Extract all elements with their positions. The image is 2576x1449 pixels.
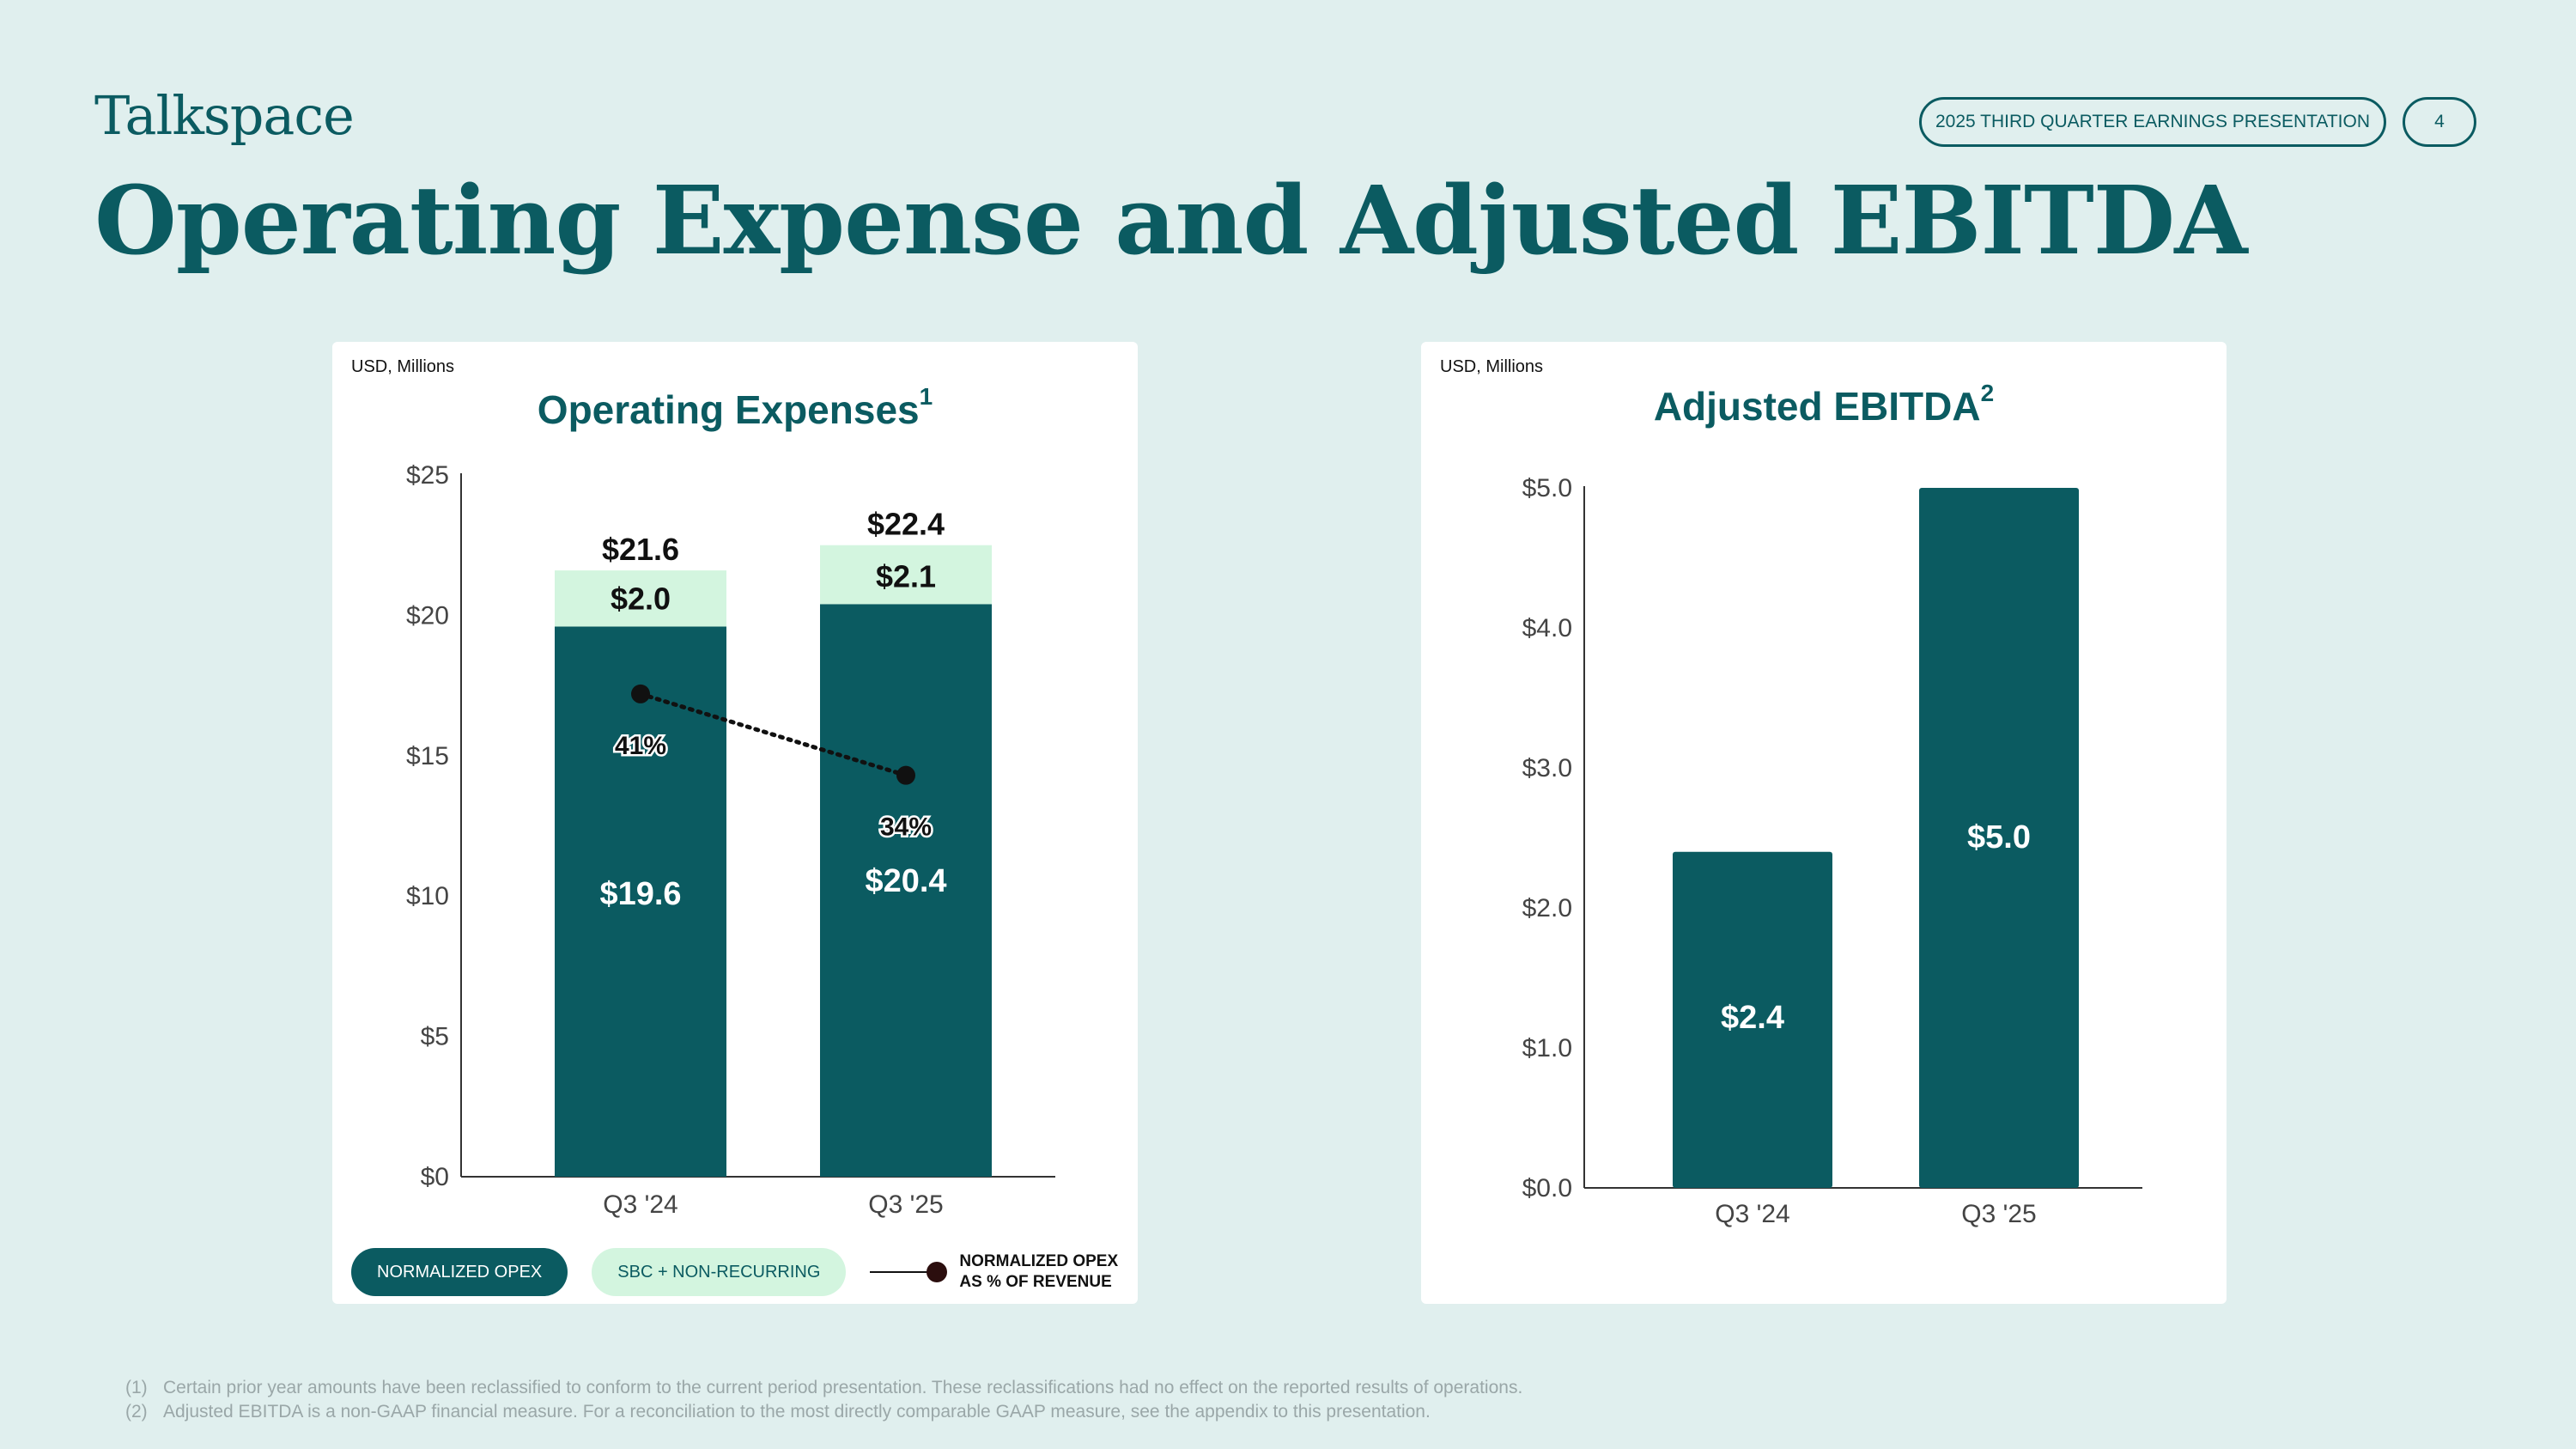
footnotes: (1) Certain prior year amounts have been … xyxy=(125,1376,1522,1424)
opex-title-footnote: 1 xyxy=(919,383,933,410)
page-number: 4 xyxy=(2403,97,2476,147)
legend-line-label-2: AS % OF REVENUE xyxy=(959,1273,1112,1291)
footnote-2-num: (2) xyxy=(125,1402,148,1422)
opex-chart: $0 $5 $10 $15 $20 $25 $2.0 $21.6 $19.6 Q3 '24 $2.1… xyxy=(406,461,1055,1219)
adjusted-ebitda-card: USD, Millions Adjusted EBITDA2 $0.0 $1.0 $… xyxy=(1421,342,2227,1304)
opex-y-tick-label: $25 xyxy=(406,461,449,490)
opex-pct-revenue-label: 41% xyxy=(615,732,666,760)
footnote-1-num: (1) xyxy=(125,1378,148,1397)
opex-bar-normalized xyxy=(555,626,726,1177)
ebitda-y-tick-label: $5.0 xyxy=(1522,474,1572,502)
footnote-2-text: Adjusted EBITDA is a non-GAAP financial … xyxy=(163,1402,1431,1422)
legend-sbc-non-recurring: SBC + NON-RECURRING xyxy=(592,1248,847,1296)
footnote-2: (2) Adjusted EBITDA is a non-GAAP financi… xyxy=(125,1400,1522,1424)
opex-bar-sbc xyxy=(820,545,992,605)
ebitda-y-tick-label: $4.0 xyxy=(1522,614,1572,642)
opex-y-tick-label: $0 xyxy=(421,1163,449,1191)
ebitda-bar xyxy=(1673,851,1832,1188)
legend-line-marker-icon xyxy=(870,1262,948,1282)
opex-sbc-value-label: $2.1 xyxy=(876,558,936,594)
page-title: Operating Expense and Adjusted EBITDA xyxy=(94,165,2248,276)
ebitda-chart-title: Adjusted EBITDA2 xyxy=(1421,380,2227,429)
opex-y-tick-label: $5 xyxy=(421,1023,449,1051)
ebitda-y-tick-label: $0.0 xyxy=(1522,1174,1572,1202)
opex-y-tick-label: $20 xyxy=(406,601,449,630)
opex-pct-revenue-label: 34% xyxy=(880,813,932,842)
opex-title-text: Operating Expenses xyxy=(537,387,920,432)
ebitda-y-tick-label: $3.0 xyxy=(1522,754,1572,782)
opex-normalized-value-label: $19.6 xyxy=(599,876,681,912)
talkspace-logo: Talkspace xyxy=(94,84,355,147)
opex-normalized-value-label: $20.4 xyxy=(865,863,946,899)
opex-pct-revenue-line xyxy=(638,691,908,778)
footnote-1-text: Certain prior year amounts have been rec… xyxy=(163,1378,1523,1397)
ebitda-value-label: $5.0 xyxy=(1967,819,2031,855)
ebitda-title-footnote: 2 xyxy=(1980,380,1995,406)
opex-x-tick-label: Q3 '25 xyxy=(868,1190,943,1219)
ebitda-y-tick-label: $1.0 xyxy=(1522,1034,1572,1062)
footnote-1: (1) Certain prior year amounts have been … xyxy=(125,1376,1522,1400)
presentation-label: 2025 THIRD QUARTER EARNINGS PRESENTATION xyxy=(1919,97,2386,147)
ebitda-x-tick-label: Q3 '24 xyxy=(1715,1200,1789,1228)
legend-line-label-1: NORMALIZED OPEX xyxy=(959,1252,1119,1270)
ebitda-title-text: Adjusted EBITDA xyxy=(1653,384,1981,429)
operating-expenses-card: USD, Millions Operating Expenses1 $0 $5 $1… xyxy=(332,342,1138,1304)
ebitda-y-tick-label: $2.0 xyxy=(1522,894,1572,922)
opex-legend: NORMALIZED OPEX SBC + NON-RECURRING NORM… xyxy=(351,1248,1118,1296)
opex-y-tick-label: $10 xyxy=(406,882,449,910)
opex-bar-normalized xyxy=(820,604,992,1177)
opex-x-tick-label: Q3 '24 xyxy=(603,1190,677,1219)
ebitda-unit-label: USD, Millions xyxy=(1440,357,1544,376)
opex-chart-title: Operating Expenses1 xyxy=(332,383,1138,433)
opex-bar-sbc xyxy=(555,570,726,627)
legend-line-label: NORMALIZED OPEX AS % OF REVENUE xyxy=(959,1251,1118,1293)
opex-total-label: $21.6 xyxy=(602,532,679,567)
opex-sbc-value-label: $2.0 xyxy=(611,581,671,616)
ebitda-x-tick-label: Q3 '25 xyxy=(1961,1200,2036,1228)
opex-pct-revenue-point xyxy=(631,684,650,703)
opex-pct-revenue-point xyxy=(896,765,915,785)
ebitda-value-label: $2.4 xyxy=(1721,1000,1784,1036)
opex-total-label: $22.4 xyxy=(867,507,945,542)
legend-normalized-opex: NORMALIZED OPEX xyxy=(351,1248,568,1296)
opex-y-tick-label: $15 xyxy=(406,742,449,770)
ebitda-chart: $0.0 $1.0 $2.0 $3.0 $4.0 $5.0 $2.4 Q3 '24 $5.0 Q3… xyxy=(1522,474,2142,1228)
opex-unit-label: USD, Millions xyxy=(351,357,455,376)
legend-opex-pct-revenue: NORMALIZED OPEX AS % OF REVENUE xyxy=(870,1251,1118,1293)
ebitda-bar xyxy=(1919,488,2079,1188)
